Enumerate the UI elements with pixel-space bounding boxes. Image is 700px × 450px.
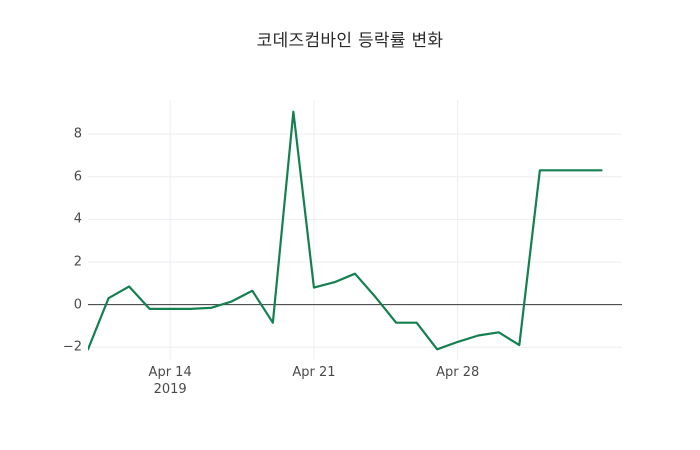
x-axis-tick-labels: Apr 14 2019 Apr 21 Apr 28 (88, 364, 622, 424)
series-line (88, 110, 603, 351)
x-tick-label-primary: Apr 28 (436, 365, 480, 380)
line-series (88, 110, 603, 351)
x-tick-label-primary: Apr 14 (148, 365, 192, 380)
y-tick-label: 6 (73, 169, 82, 185)
plot-area (88, 100, 622, 360)
y-tick-label: 2 (73, 254, 82, 270)
y-tick-label: 4 (73, 211, 82, 227)
x-tick-label: Apr 28 (436, 364, 479, 381)
y-axis-tick-labels: −2 0 2 4 6 8 (40, 100, 82, 360)
y-tick-label: 8 (73, 126, 82, 142)
x-tick-label: Apr 21 (292, 364, 335, 381)
x-tick-label: Apr 14 2019 (149, 364, 192, 398)
zero-baseline (88, 304, 622, 306)
x-tick-label-year: 2019 (153, 382, 187, 397)
y-tick-label: −2 (62, 339, 82, 355)
y-tick-label: 0 (73, 297, 82, 313)
chart-title: 코데즈컴바인 등락률 변화 (256, 31, 444, 51)
x-tick-label-primary: Apr 21 (292, 365, 336, 380)
